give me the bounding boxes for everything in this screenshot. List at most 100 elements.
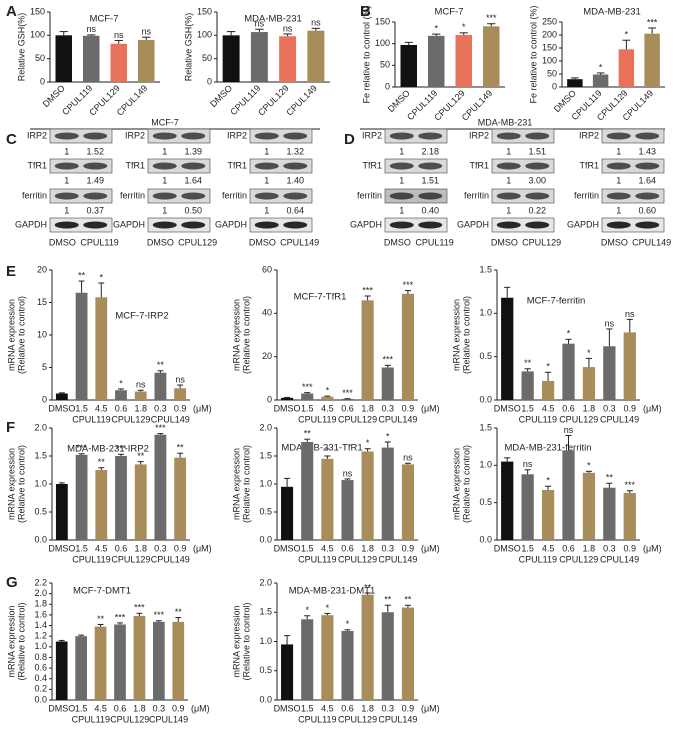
x-tick-label: 1.5: [301, 403, 314, 413]
significance-label: *: [434, 24, 438, 34]
bar: [154, 434, 167, 540]
bar: [281, 397, 294, 400]
blot-strip: [601, 128, 665, 144]
x-tick-label: 0.9: [402, 703, 415, 713]
x-tick-label: 1.8: [583, 403, 596, 413]
significance-label: *: [100, 272, 104, 282]
bar: [400, 44, 417, 87]
y-axis-label: (Relative to control): [16, 296, 26, 374]
group-label: CPUL149: [600, 414, 639, 424]
bar: [501, 461, 514, 540]
x-tick-label: 0.9: [624, 543, 637, 553]
significance-label: ns: [136, 380, 146, 390]
blot-band: [606, 192, 631, 200]
blot-band: [525, 132, 550, 140]
lane-label: CPUL129: [522, 237, 561, 247]
lane-label: DMSO: [384, 237, 411, 247]
y-axis-label: Relative GSH(%): [16, 13, 26, 82]
blot-row-label: ferritin: [357, 190, 382, 200]
x-tick-label: 0.6: [341, 403, 354, 413]
lane-label: DMSO: [491, 237, 518, 247]
x-tick-label: 0.9: [402, 403, 415, 413]
lane-label: CPUL149: [632, 237, 671, 247]
blot-band: [418, 192, 443, 200]
blot-strip: [49, 158, 113, 174]
blot-band: [181, 162, 206, 170]
y-tick-label: 1.5: [479, 422, 492, 432]
blot-band: [606, 132, 631, 140]
blot-row-label: TfR1: [125, 160, 145, 170]
y-tick-label: 20: [262, 351, 272, 361]
significance-label: ***: [302, 382, 313, 392]
significance-label: *: [386, 431, 390, 441]
x-tick-label: DMSO: [386, 88, 412, 114]
blot-quant: 1: [162, 175, 167, 185]
blot-band: [389, 132, 414, 140]
y-tick-label: 0: [385, 81, 390, 91]
bar: [250, 32, 268, 82]
x-tick-label: 4.5: [95, 403, 108, 413]
y-tick-label: 50: [202, 53, 212, 63]
y-tick-label: 0.8: [34, 652, 47, 662]
blot-quant: 1.51: [421, 175, 439, 185]
y-axis-label: (Relative to control): [16, 602, 26, 680]
blot-band: [181, 192, 206, 200]
group-label: CPUL119: [72, 414, 110, 424]
blot-band: [283, 192, 308, 200]
blot-band: [635, 162, 660, 170]
bar: [75, 454, 88, 540]
y-axis-label: mRNA expression: [6, 605, 16, 677]
blot-row-label: IRP2: [579, 130, 599, 140]
bar: [115, 390, 127, 400]
y-tick-label: 150: [30, 6, 45, 16]
unit-label: (μM): [193, 543, 212, 553]
significance-label: ns: [255, 19, 265, 29]
significance-label: ***: [383, 355, 394, 365]
blot-quant: 1: [616, 146, 621, 156]
significance-label: ns: [403, 453, 413, 463]
x-tick-label: 4.5: [95, 543, 108, 553]
blot-strip: [491, 217, 555, 233]
group-label: CPUL149: [151, 554, 190, 564]
significance-label: ns: [114, 30, 124, 40]
blot-band: [283, 221, 308, 229]
blot-band: [254, 192, 279, 200]
blot-row-label: ferritin: [464, 190, 489, 200]
bar: [567, 79, 583, 87]
blot-band: [496, 192, 521, 200]
blot-quant: 1.49: [86, 175, 104, 185]
blot-band: [152, 162, 177, 170]
blot-band: [254, 221, 279, 229]
x-tick-label: 0.3: [382, 403, 395, 413]
blot-row-label: TfR1: [362, 160, 382, 170]
blot-band: [54, 192, 79, 200]
blot-strip: [384, 188, 448, 204]
blot-quant: 1.43: [638, 146, 656, 156]
blot-strip: [249, 217, 313, 233]
bar: [115, 456, 127, 540]
x-tick-label: 0.6: [114, 703, 127, 713]
blot-row-label: ferritin: [120, 190, 145, 200]
bar: [301, 393, 314, 400]
blot-strip: [384, 128, 448, 144]
bar: [75, 636, 87, 700]
blot-band: [54, 132, 79, 140]
group-label: CPUL119: [298, 554, 336, 564]
group-label: CPUL149: [378, 554, 417, 564]
blot-row-label: GAPDH: [15, 219, 47, 229]
x-tick-label: 0.3: [382, 703, 395, 713]
significance-label: **: [304, 429, 312, 439]
blot-quant: 1: [64, 205, 69, 215]
chart-title: MCF-7-ferritin: [527, 296, 586, 307]
y-tick-label: 100: [30, 30, 45, 40]
significance-label: *: [587, 348, 591, 358]
y-tick-label: 50: [380, 60, 390, 70]
bar: [321, 615, 334, 700]
lane-label: DMSO: [147, 237, 174, 247]
bar: [361, 594, 374, 700]
significance-label: **: [384, 595, 392, 605]
x-tick-label: 4.5: [321, 543, 334, 553]
y-axis-label: mRNA expression: [6, 299, 16, 371]
blot-band: [83, 192, 108, 200]
x-tick-label: DMSO: [494, 543, 521, 553]
